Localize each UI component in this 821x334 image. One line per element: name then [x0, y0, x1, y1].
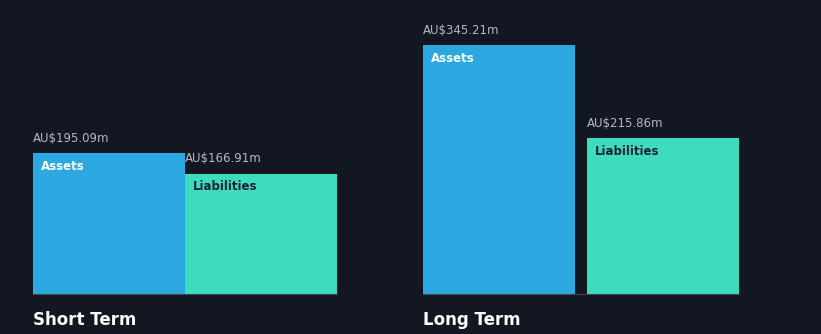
Text: AU$166.91m: AU$166.91m	[185, 152, 261, 165]
Text: Liabilities: Liabilities	[193, 180, 258, 193]
FancyBboxPatch shape	[185, 174, 337, 294]
Text: Long Term: Long Term	[423, 311, 521, 329]
Text: Assets: Assets	[431, 52, 475, 65]
Text: AU$345.21m: AU$345.21m	[423, 24, 499, 37]
Text: Short Term: Short Term	[33, 311, 136, 329]
FancyBboxPatch shape	[587, 138, 739, 294]
Text: AU$215.86m: AU$215.86m	[587, 117, 663, 130]
Text: Assets: Assets	[41, 160, 85, 173]
Text: Liabilities: Liabilities	[595, 145, 660, 158]
Text: AU$195.09m: AU$195.09m	[33, 132, 109, 145]
FancyBboxPatch shape	[423, 45, 575, 294]
FancyBboxPatch shape	[33, 153, 185, 294]
